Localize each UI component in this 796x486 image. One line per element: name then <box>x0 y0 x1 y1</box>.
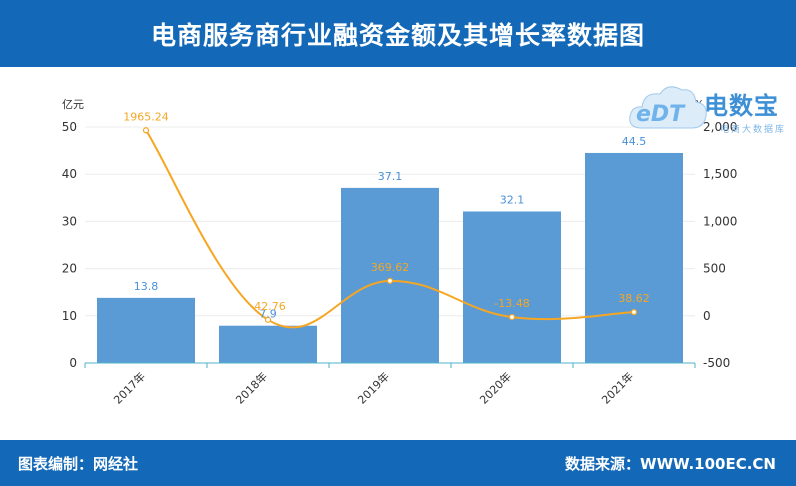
bar-value-label: 37.1 <box>378 170 403 183</box>
line-value-label: -42.76 <box>250 300 285 313</box>
cloud-logo-icon <box>629 86 707 129</box>
line-value-label: -13.48 <box>494 297 529 310</box>
growth-line-series <box>142 127 638 329</box>
growth-line <box>145 129 635 329</box>
footer-source: 数据来源：WWW.100EC.CN <box>565 455 776 473</box>
line-value-label: 38.62 <box>618 292 650 305</box>
y-left-tick-label: 20 <box>62 262 77 276</box>
chart-title: 电商服务商行业融资金额及其增长率数据图 <box>150 20 645 50</box>
logo-mark: eDT <box>636 102 685 127</box>
y-right-tick-label: 1,500 <box>703 167 737 181</box>
line-point <box>142 127 150 134</box>
bar-value-label: 7.9 <box>259 308 277 321</box>
bar <box>463 211 561 363</box>
line-point <box>386 277 394 285</box>
logo-subtitle: 电商大数据库 <box>720 125 787 135</box>
footer-bar: 图表编制：网经社 数据来源：WWW.100EC.CN <box>0 440 796 486</box>
y-left-unit: 亿元 <box>62 98 84 111</box>
logo-brand: 电数宝 <box>704 92 779 120</box>
y-right-tick-label: 1,000 <box>703 214 737 228</box>
line-value-label: 1965.24 <box>123 110 169 123</box>
line-value-label: 369.62 <box>371 261 410 274</box>
y-left-tick-label: 40 <box>62 167 77 181</box>
x-tick-label: 2020年 <box>477 369 514 406</box>
bar <box>97 297 195 363</box>
bar <box>219 325 317 363</box>
logo: eDT 电数宝 电商大数据库 <box>624 72 796 142</box>
y-left-tick-label: 50 <box>62 120 77 134</box>
line-point <box>630 309 638 316</box>
header-bar: 电商服务商行业融资金额及其增长率数据图 <box>0 0 796 67</box>
line-point <box>508 313 516 321</box>
bar-value-label: 44.5 <box>622 135 647 148</box>
bar <box>585 152 683 363</box>
bar-series <box>97 152 683 363</box>
y-left-tick-label: 30 <box>62 214 77 228</box>
chart: 13.8 7.9 37.1 32.1 44.5 1965.24 -42.76 369.62 -1… <box>62 98 738 407</box>
y-left-tick-label: 0 <box>69 356 77 370</box>
y-right-tick-label: 2,000 <box>703 120 737 134</box>
x-tick-label: 2018年 <box>233 369 270 406</box>
bar-value-label: 32.1 <box>500 193 525 206</box>
y-right-tick-label: 0 <box>703 309 711 323</box>
y-right-tick-label: -500 <box>703 356 730 370</box>
bar-value-label: 13.8 <box>134 280 159 293</box>
x-tick-label: 2021年 <box>599 369 636 406</box>
footer-credit: 图表编制：网经社 <box>18 455 139 473</box>
line-point <box>264 316 272 323</box>
x-tick-label: 2017年 <box>111 369 148 406</box>
x-tick-label: 2019年 <box>355 369 392 406</box>
data-labels: 13.8 7.9 37.1 32.1 44.5 1965.24 -42.76 369.62 -1… <box>123 110 650 320</box>
y-left-tick-label: 10 <box>62 309 77 323</box>
y-right-tick-label: 500 <box>703 262 726 276</box>
bar <box>341 187 439 363</box>
